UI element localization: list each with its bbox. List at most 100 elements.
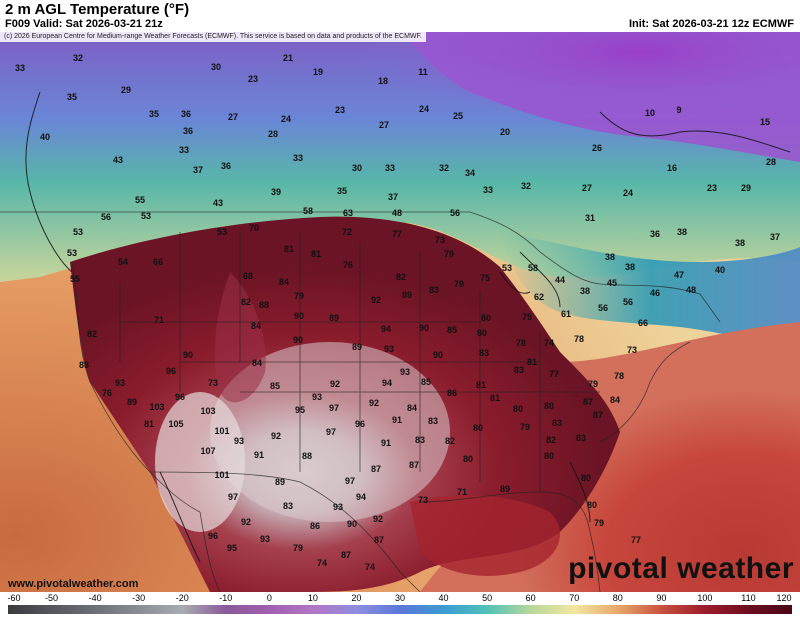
- temperature-value: 44: [554, 275, 566, 285]
- init-time: Init: Sat 2026-03-21 12z ECMWF: [628, 18, 794, 30]
- temperature-value: 33: [178, 145, 190, 155]
- temperature-value: 89: [351, 342, 363, 352]
- temperature-value: 43: [212, 198, 224, 208]
- temperature-value: 84: [250, 321, 262, 331]
- colorbar-tick: 0: [266, 593, 272, 603]
- temperature-value: 85: [269, 381, 281, 391]
- temperature-value: 28: [765, 157, 777, 167]
- temperature-value: 87: [370, 464, 382, 474]
- temperature-value: 78: [515, 338, 527, 348]
- temperature-value: 58: [527, 263, 539, 273]
- temperature-value: 35: [336, 186, 348, 196]
- temperature-value: 66: [637, 318, 649, 328]
- temperature-value: 23: [334, 105, 346, 115]
- temperature-value: 53: [216, 227, 228, 237]
- temperature-value: 92: [270, 431, 282, 441]
- colorbar-tick: 90: [656, 593, 667, 603]
- temperature-value: 92: [372, 514, 384, 524]
- temperature-value: 103: [149, 402, 165, 412]
- temperature-value: 56: [100, 212, 112, 222]
- temperature-value: 73: [207, 378, 219, 388]
- temperature-value: 21: [282, 53, 294, 63]
- temperature-value: 89: [126, 397, 138, 407]
- colorbar-segment: [574, 605, 619, 614]
- colorbar-strip: [8, 605, 793, 614]
- temperature-value: 38: [676, 227, 688, 237]
- temperature-value: 87: [582, 397, 594, 407]
- temperature-value: 55: [134, 195, 146, 205]
- temperature-value: 89: [274, 477, 286, 487]
- temperature-value: 33: [14, 63, 26, 73]
- temperature-value: 83: [427, 416, 439, 426]
- colorbar-tick: 60: [525, 593, 536, 603]
- temperature-value: 20: [499, 127, 511, 137]
- temperature-value: 96: [174, 392, 186, 402]
- temperature-value: 48: [391, 208, 403, 218]
- colorbar-tick: -40: [88, 593, 102, 603]
- temperature-value: 24: [280, 114, 292, 124]
- temperature-value: 40: [39, 132, 51, 142]
- temperature-value: 37: [769, 232, 781, 242]
- temperature-value: 81: [489, 393, 501, 403]
- temperature-field: [0, 32, 800, 592]
- colorbar-segment: [530, 605, 575, 614]
- temperature-value: 36: [649, 229, 661, 239]
- temperature-value: 79: [593, 518, 605, 528]
- temperature-value: 79: [292, 543, 304, 553]
- temperature-value: 33: [482, 185, 494, 195]
- temperature-value: 87: [408, 460, 420, 470]
- site-url[interactable]: www.pivotalweather.com: [8, 578, 139, 590]
- temperature-value: 93: [383, 344, 395, 354]
- temperature-value: 71: [153, 315, 165, 325]
- temperature-value: 92: [329, 379, 341, 389]
- colorbar-segment: [704, 605, 749, 614]
- temperature-value: 84: [278, 277, 290, 287]
- temperature-value: 68: [242, 271, 254, 281]
- temperature-value: 56: [622, 297, 634, 307]
- colorbar-segment: [356, 605, 401, 614]
- temperature-value: 45: [606, 278, 618, 288]
- temperature-value: 89: [328, 313, 340, 323]
- temperature-value: 38: [604, 252, 616, 262]
- temperature-value: 82: [444, 436, 456, 446]
- temperature-value: 105: [168, 419, 184, 429]
- temperature-value: 78: [613, 371, 625, 381]
- temperature-value: 82: [395, 272, 407, 282]
- colorbar-tick: -20: [175, 593, 189, 603]
- temperature-value: 74: [543, 338, 555, 348]
- temperature-value: 97: [344, 476, 356, 486]
- temperature-map[interactable]: 32 30 21 19 18 11 33 29 23 24 27 28 23 27 24 25 20 35 35 36…: [0, 32, 800, 592]
- temperature-value: 92: [368, 398, 380, 408]
- colorbar-segment: [617, 605, 662, 614]
- temperature-value: 19: [312, 67, 324, 77]
- temperature-value: 87: [592, 410, 604, 420]
- pivotal-weather-logo: pivotal weather: [568, 552, 794, 585]
- temperature-value: 77: [391, 229, 403, 239]
- temperature-value: 80: [580, 473, 592, 483]
- temperature-value: 74: [316, 558, 328, 568]
- colorbar-tick: 110: [741, 593, 756, 603]
- colorbar-tick-labels: -60 -50 -40 -30 -20 -10 0 10 20 30 40 50 60 70 80 90 100…: [0, 593, 800, 604]
- temperature-value: 38: [579, 286, 591, 296]
- temperature-value: 86: [446, 388, 458, 398]
- temperature-value: 80: [476, 328, 488, 338]
- colorbar-segment: [748, 605, 793, 614]
- temperature-value: 88: [301, 451, 313, 461]
- temperature-value: 29: [120, 85, 132, 95]
- temperature-value: 55: [69, 274, 81, 284]
- temperature-value: 84: [251, 358, 263, 368]
- temperature-value: 24: [418, 104, 430, 114]
- temperature-value: 53: [501, 263, 513, 273]
- temperature-value: 96: [165, 366, 177, 376]
- temperature-value: 75: [521, 312, 533, 322]
- temperature-value: 76: [101, 388, 113, 398]
- temperature-value: 85: [446, 325, 458, 335]
- temperature-value: 38: [734, 238, 746, 248]
- colorbar-tick: 30: [394, 593, 406, 603]
- temperature-value: 16: [666, 163, 678, 173]
- colorbar-segment: [269, 605, 314, 614]
- temperature-value: 25: [452, 111, 464, 121]
- temperature-value: 79: [587, 379, 599, 389]
- temperature-value: 61: [560, 309, 572, 319]
- temperature-value: 53: [72, 227, 84, 237]
